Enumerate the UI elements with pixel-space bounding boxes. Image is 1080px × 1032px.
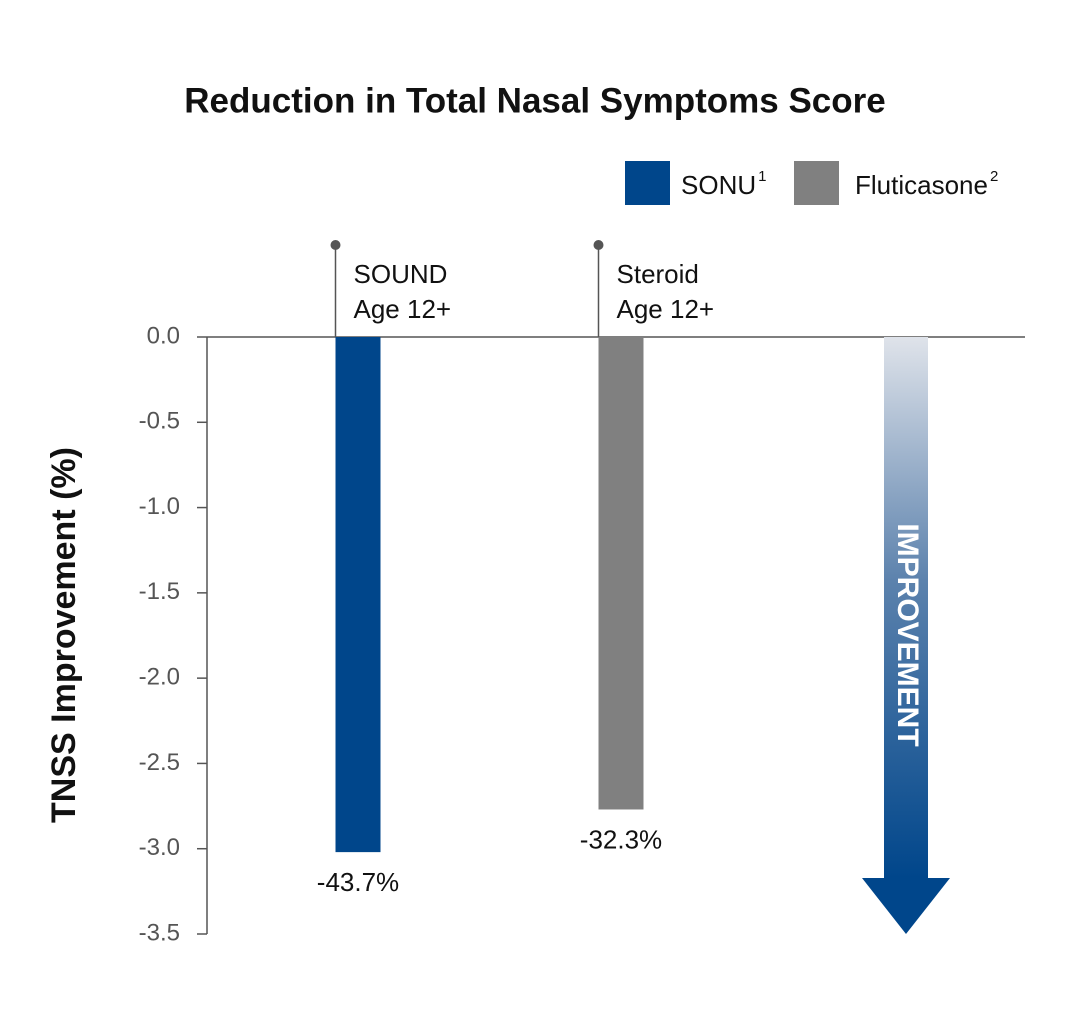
arrow-shaft xyxy=(884,337,928,878)
bar-note: -32.3% xyxy=(580,824,662,854)
legend-name: SONU xyxy=(681,170,756,200)
category-label: Steroid xyxy=(617,259,699,289)
pin-dot xyxy=(330,240,341,250)
y-tick-label: -2.0 xyxy=(139,663,180,690)
legend-label: SONU 1 xyxy=(681,168,766,200)
y-tick-label: -3.5 xyxy=(139,919,180,946)
legend-footnote: 1 xyxy=(758,168,766,185)
y-axis-label: TNSS Improvement (%) xyxy=(45,447,83,823)
y-tick-label: -1.5 xyxy=(139,578,180,605)
legend-swatch xyxy=(794,161,839,205)
legend-footnote: 2 xyxy=(990,168,998,185)
category-label: Age 12+ xyxy=(617,294,715,324)
legend-label: Fluticasone 2 xyxy=(855,168,998,200)
arrow: IMPROVEMENT xyxy=(862,337,950,934)
arrow-head xyxy=(862,878,950,934)
chart-title: Reduction in Total Nasal Symptoms Score xyxy=(184,81,885,120)
y-tick-label: -1.0 xyxy=(139,493,180,520)
y-tick-label: -0.5 xyxy=(139,408,180,435)
category-label: Age 12+ xyxy=(354,294,452,324)
bar xyxy=(335,337,381,853)
pin-dot xyxy=(593,240,604,250)
category-label: SOUND xyxy=(354,259,448,289)
bar-note: -43.7% xyxy=(317,867,399,897)
bar xyxy=(598,337,644,810)
arrow-label: IMPROVEMENT xyxy=(891,523,924,746)
y-tick-label: 0.0 xyxy=(147,322,180,349)
legend-name: Fluticasone xyxy=(855,170,988,200)
y-tick-label: -3.0 xyxy=(139,834,180,861)
y-tick-label: -2.5 xyxy=(139,749,180,776)
legend-swatch xyxy=(625,161,670,205)
